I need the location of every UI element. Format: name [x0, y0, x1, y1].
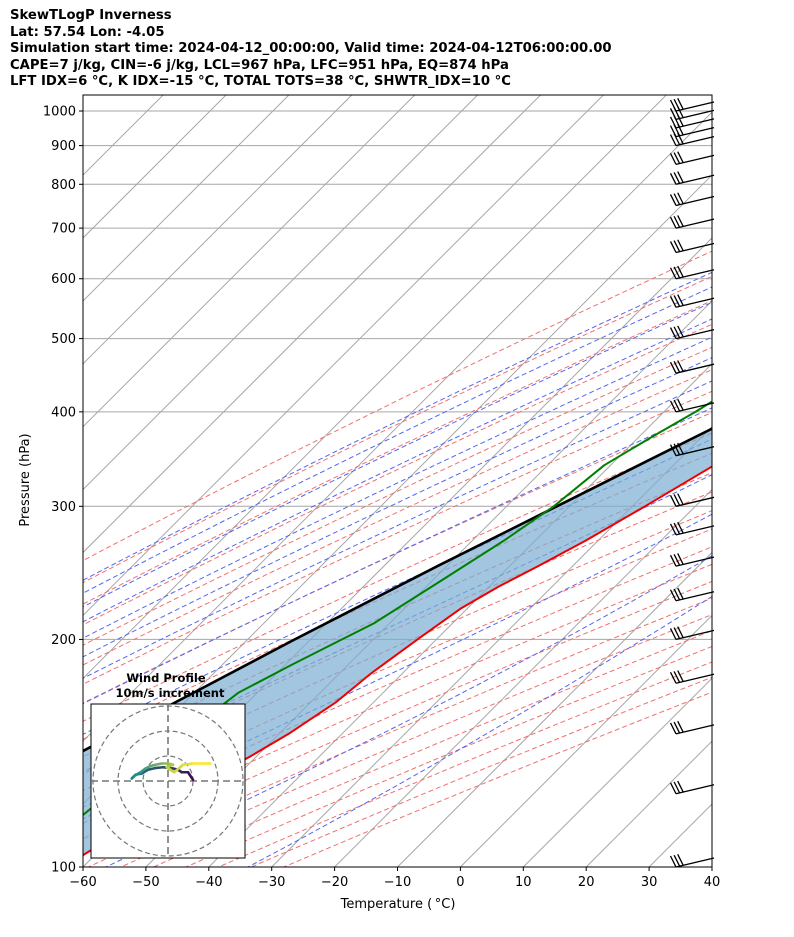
- wind-barb: [669, 587, 715, 602]
- x-tick-label: 0: [456, 875, 464, 890]
- wind-barb: [669, 192, 715, 207]
- isotherm-line: [460, 614, 712, 867]
- x-tick-label: −40: [195, 875, 222, 890]
- wind-barb: [669, 360, 715, 374]
- x-tick-label: −30: [258, 875, 285, 890]
- wind-barb: [669, 670, 715, 684]
- isotherm-line: [83, 95, 478, 491]
- y-tick-label: 600: [51, 272, 76, 287]
- hodograph-segment: [172, 763, 185, 774]
- wind-barb: [669, 854, 715, 868]
- cape-line: CAPE=7 j/kg, CIN=-6 j/kg, LCL=967 hPa, L…: [10, 57, 509, 73]
- wind-barb: [669, 239, 715, 254]
- wind-barb: [669, 626, 715, 641]
- wind-barb: [669, 265, 715, 280]
- moist-adiabat-line: [83, 407, 712, 705]
- x-tick-label: 30: [641, 875, 658, 890]
- location-line: Lat: 57.54 Lon: -4.05: [10, 24, 165, 40]
- isotherm-line: [83, 95, 667, 680]
- moist-adiabat-line: [83, 271, 712, 581]
- x-tick-label: −50: [132, 875, 159, 890]
- wind-barb: [669, 215, 715, 229]
- wind-barb: [669, 521, 715, 536]
- indices-line: LFT IDX=6 °C, K IDX=-15 °C, TOTAL TOTS=3…: [10, 74, 511, 89]
- moist-adiabat-line: [83, 380, 712, 679]
- dry-adiabat-line: [83, 491, 712, 775]
- parcel-path-line: [83, 427, 712, 753]
- chart-title: SkewTLogP Inverness: [10, 8, 172, 23]
- wind-barb: [669, 325, 715, 340]
- wind-barb: [669, 780, 715, 795]
- dry-adiabat-line: [83, 528, 712, 808]
- dry-adiabat-line: [83, 369, 712, 666]
- dry-adiabat-line: [283, 691, 712, 867]
- dry-adiabat-line: [218, 661, 712, 867]
- temperature-profile-line: [83, 465, 712, 857]
- hodograph-segment: [165, 765, 176, 774]
- moist-adiabat-line: [83, 286, 712, 594]
- x-tick-label: 40: [704, 875, 721, 890]
- wind-barb: [669, 151, 715, 166]
- dry-adiabat-line: [83, 346, 712, 646]
- y-tick-label: 900: [51, 139, 76, 154]
- x-axis-label: Temperature ( °C): [340, 897, 456, 912]
- y-tick-label: 100: [51, 861, 76, 876]
- isotherm-line: [83, 95, 353, 365]
- isotherm-line: [397, 551, 712, 867]
- wind-barb: [669, 98, 715, 112]
- y-tick-label: 200: [51, 633, 76, 648]
- y-tick-label: 400: [51, 405, 76, 420]
- wind-barb: [669, 442, 715, 457]
- isotherm-line: [271, 425, 712, 867]
- y-axis-label: Pressure (hPa): [18, 433, 33, 526]
- wind-barb: [669, 132, 715, 147]
- wind-barb: [669, 493, 715, 507]
- isotherm-line: [522, 677, 712, 867]
- moist-adiabat-line: [83, 513, 712, 820]
- y-tick-label: 1000: [43, 105, 76, 120]
- x-tick-label: 10: [515, 875, 532, 890]
- y-tick-label: 500: [51, 332, 76, 347]
- isotherm-line: [83, 95, 290, 302]
- dewpoint-profile-line: [83, 400, 712, 817]
- isotherm-line: [83, 95, 604, 617]
- x-tick-label: −20: [321, 875, 348, 890]
- wind-barb: [669, 720, 715, 735]
- x-tick-label: −60: [69, 875, 96, 890]
- y-tick-label: 700: [51, 222, 76, 237]
- wind-barb: [669, 294, 715, 308]
- wind-barb: [669, 553, 715, 567]
- dry-adiabat-line: [83, 546, 712, 824]
- wind-barb: [669, 398, 715, 413]
- x-tick-label: 20: [578, 875, 595, 890]
- moist-adiabat-line: [83, 318, 712, 623]
- wind-barb: [669, 171, 715, 185]
- x-tick-label: −10: [384, 875, 411, 890]
- chart-header: SkewTLogP Inverness Lat: 57.54 Lon: -4.0…: [10, 8, 612, 91]
- dry-adiabat-line: [83, 250, 712, 562]
- inset-subtitle: 10m/s increment: [116, 686, 225, 700]
- isotherm-line: [83, 95, 541, 554]
- time-line: Simulation start time: 2024-04-12_00:00:…: [10, 41, 612, 56]
- y-tick-label: 800: [51, 178, 76, 193]
- isotherm-line: [83, 95, 227, 239]
- isotherm-line: [334, 488, 712, 867]
- wind-barb: [669, 123, 715, 138]
- dry-adiabat-line: [83, 300, 712, 605]
- isotherm-line: [83, 95, 416, 428]
- hodograph-segment: [181, 762, 195, 767]
- isotherm-line: [775, 95, 794, 867]
- hodograph-segment: [186, 770, 195, 782]
- moist-adiabat-line: [83, 301, 712, 608]
- isotherm-line: [711, 866, 712, 867]
- isotherm-line: [208, 363, 712, 867]
- inset-title: Wind Profile: [126, 671, 206, 685]
- y-tick-label: 300: [51, 500, 76, 515]
